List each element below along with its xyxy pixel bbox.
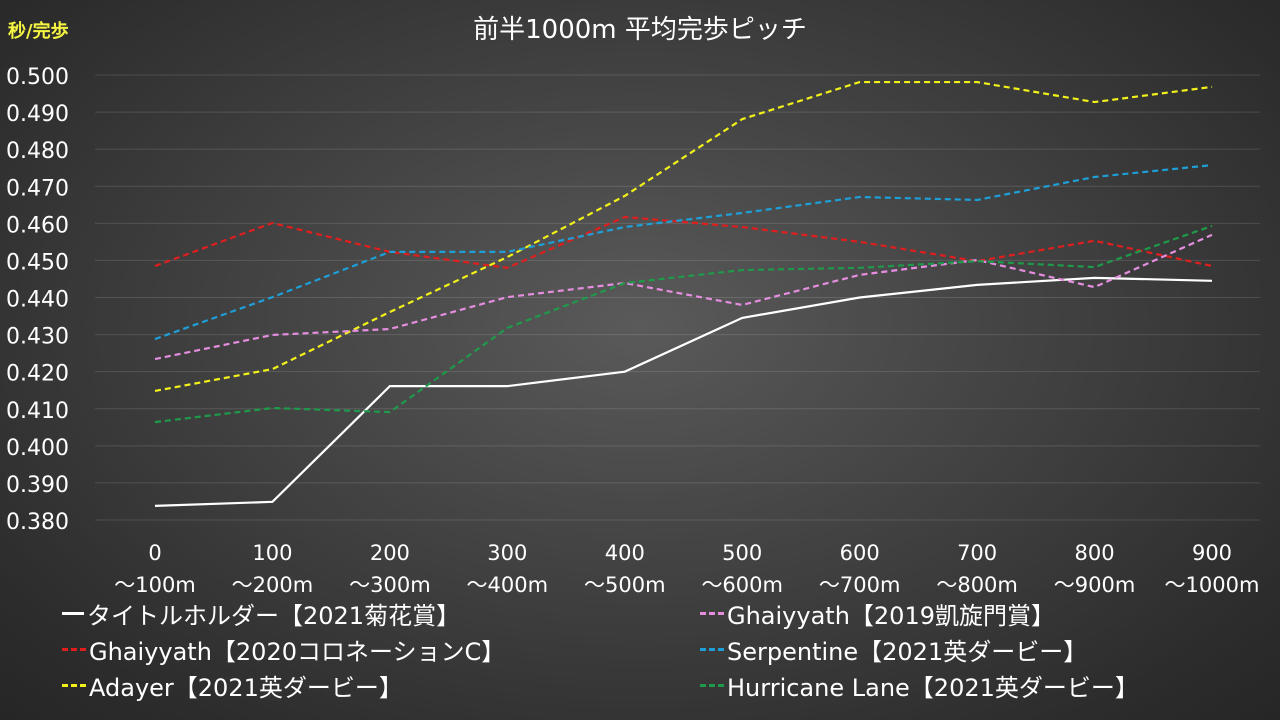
legend-swatch [700,684,724,687]
x-tick-label: ～100m [114,573,196,597]
series-line-2 [154,80,1213,393]
series-line-1 [154,215,1213,269]
legend-swatch [700,612,724,615]
legend-label: Ghaiyyath【2020コロネーションC】 [89,638,506,666]
x-tick-label: 200 [370,541,410,565]
legend-label: Serpentine【2021英ダービー】 [727,638,1088,666]
x-tick-label: 400 [605,541,645,565]
x-tick-label: ～1000m [1165,573,1260,597]
x-tick-label: ～500m [584,573,666,597]
y-axis-label: 秒/完歩 [8,20,69,42]
series-line-5 [154,224,1213,424]
x-tick-label: ～600m [701,573,783,597]
x-tick-label: ～800m [936,573,1018,597]
legend-swatch [62,648,86,651]
y-tick-label: 0.470 [6,176,69,201]
y-tick-label: 0.450 [6,250,69,275]
x-tick-label: 0 [148,541,161,565]
y-tick-label: 0.460 [6,213,69,238]
legend-item: Serpentine【2021英ダービー】 [700,632,1087,667]
y-tick-label: 0.410 [6,399,69,424]
legend-item: Ghaiyyath【2019凱旋門賞】 [700,596,1055,631]
series-line-4 [154,164,1213,341]
series-line-0 [154,276,1213,508]
legend-item: Adayer【2021英ダービー】 [62,668,403,703]
x-tick-label: ～300m [349,573,431,597]
legend-label: タイトルホルダー【2021菊花賞】 [87,602,461,630]
y-tick-label: 0.500 [6,65,69,90]
legend-swatch [700,648,724,651]
series-line-3 [154,233,1213,361]
y-tick-label: 0.480 [6,139,69,164]
legend-label: Adayer【2021英ダービー】 [89,674,403,702]
x-tick-label: 900 [1192,541,1232,565]
x-tick-label: 300 [487,541,527,565]
x-tick-label: ～700m [819,573,901,597]
x-tick-label: 700 [957,541,997,565]
x-tick-label: ～900m [1054,573,1136,597]
y-tick-label: 0.440 [6,288,69,313]
y-tick-label: 0.390 [6,473,69,498]
x-tick-label: 600 [840,541,880,565]
legend-label: Ghaiyyath【2019凱旋門賞】 [727,602,1055,630]
legend-item: Ghaiyyath【2020コロネーションC】 [62,632,505,667]
legend-swatch [62,684,86,687]
y-tick-label: 0.430 [6,325,69,350]
legend-item: タイトルホルダー【2021菊花賞】 [62,596,460,631]
legend-item: Hurricane Lane【2021英ダービー】 [700,668,1139,703]
y-tick-label: 0.400 [6,436,69,461]
legend-label: Hurricane Lane【2021英ダービー】 [727,674,1139,702]
legend-swatch [62,612,84,615]
x-tick-label: ～200m [232,573,314,597]
x-tick-label: 100 [252,541,292,565]
x-tick-label: 500 [722,541,762,565]
x-tick-label: ～400m [467,573,549,597]
chart-title: 前半1000m 平均完歩ピッチ [473,15,807,45]
y-tick-label: 0.380 [6,510,69,535]
y-tick-label: 0.490 [6,102,69,127]
x-tick-label: 800 [1075,541,1115,565]
y-tick-label: 0.420 [6,362,69,387]
